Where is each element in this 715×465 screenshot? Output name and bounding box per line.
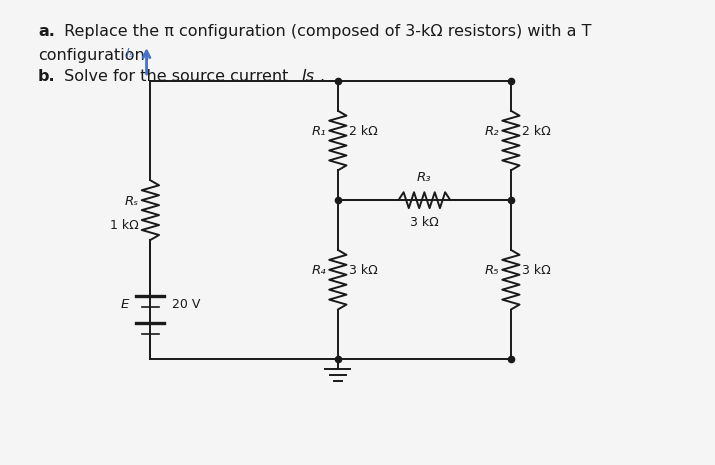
Text: R₂: R₂ xyxy=(485,125,499,138)
Text: 1 kΩ: 1 kΩ xyxy=(110,219,139,232)
Text: 2 kΩ: 2 kΩ xyxy=(350,125,378,138)
Text: R₄: R₄ xyxy=(312,264,326,277)
Text: E: E xyxy=(121,298,129,311)
Text: b.: b. xyxy=(38,69,56,84)
Text: Is: Is xyxy=(301,69,315,84)
Text: 3 kΩ: 3 kΩ xyxy=(410,216,439,229)
Text: Solve for the source current: Solve for the source current xyxy=(59,69,294,84)
Text: R₃: R₃ xyxy=(417,171,432,184)
Text: Rₛ: Rₛ xyxy=(124,195,139,208)
Text: 20 V: 20 V xyxy=(172,298,200,311)
Text: configuration.: configuration. xyxy=(38,48,150,63)
Text: 3 kΩ: 3 kΩ xyxy=(523,264,551,277)
Text: .: . xyxy=(320,69,325,84)
Text: Iₛ: Iₛ xyxy=(126,47,134,60)
Text: 2 kΩ: 2 kΩ xyxy=(523,125,551,138)
Text: R₁: R₁ xyxy=(312,125,326,138)
Text: R₅: R₅ xyxy=(485,264,499,277)
Text: Replace the π configuration (composed of 3-kΩ resistors) with a T: Replace the π configuration (composed of… xyxy=(59,24,591,39)
Text: 3 kΩ: 3 kΩ xyxy=(350,264,378,277)
Text: a.: a. xyxy=(38,24,55,39)
